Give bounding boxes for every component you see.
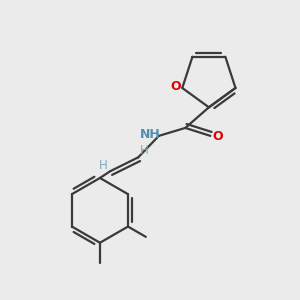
Text: H: H xyxy=(98,159,107,172)
Text: H: H xyxy=(140,144,149,158)
Text: O: O xyxy=(170,80,181,93)
Text: NH: NH xyxy=(140,128,161,142)
Text: O: O xyxy=(212,130,223,143)
